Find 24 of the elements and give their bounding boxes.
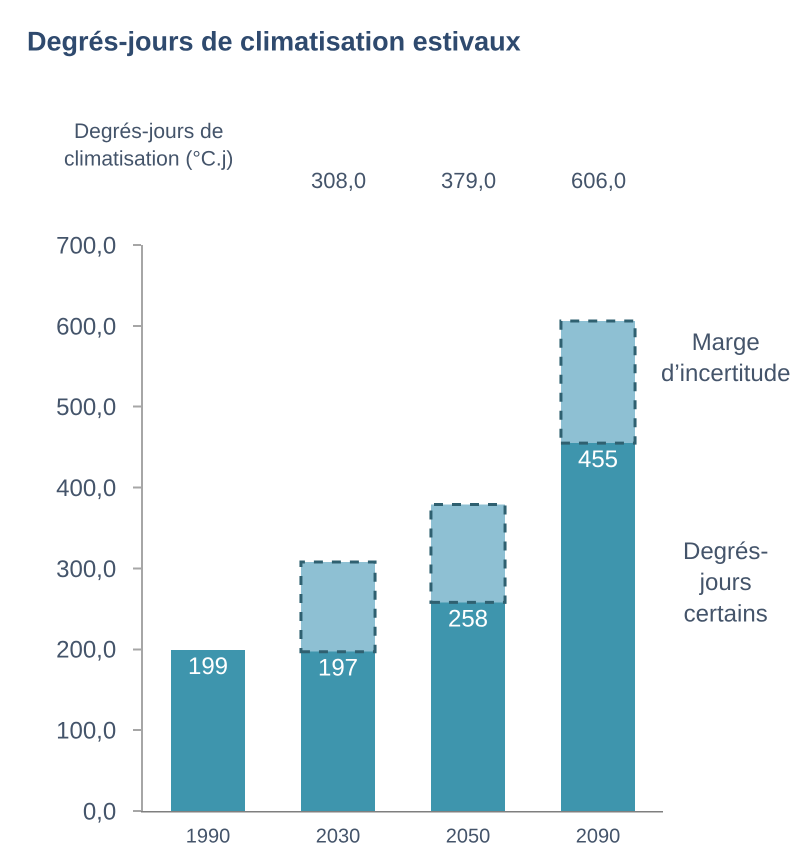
text: Degrés-jours de climatisation (°C.j) [64, 120, 234, 170]
y-tick-label: 600,0 [56, 313, 116, 340]
x-tick-label: 2030 [316, 826, 360, 848]
text: 606,0 [571, 168, 626, 193]
text: 379,0 [441, 168, 496, 193]
bar [170, 650, 246, 811]
data-label: 199 [188, 653, 228, 680]
y-tick-label: 100,0 [56, 718, 116, 745]
text: 308,0 [311, 168, 366, 193]
y-tick-label: 500,0 [56, 394, 116, 422]
y-tick-label: 200,0 [56, 636, 116, 664]
x-tick-label: 2090 [576, 826, 620, 848]
x-tick-label: 2050 [446, 826, 490, 848]
series-label: Degrés-jours certains [683, 538, 768, 628]
y-tick-label: 700,0 [56, 232, 116, 260]
y-tick-label: 300,0 [56, 556, 116, 583]
y-tick-label: 0,0 [82, 798, 116, 826]
data-label: 455 [578, 446, 618, 474]
series-label: Marge d’incertitude [661, 329, 790, 388]
y-tick-label: 400,0 [56, 474, 116, 502]
chart-title: Degrés-jours de climatisation estivaux [27, 26, 521, 56]
data-label: 258 [448, 605, 488, 632]
data-label: 197 [318, 654, 358, 682]
x-tick-label: 1990 [186, 826, 230, 848]
